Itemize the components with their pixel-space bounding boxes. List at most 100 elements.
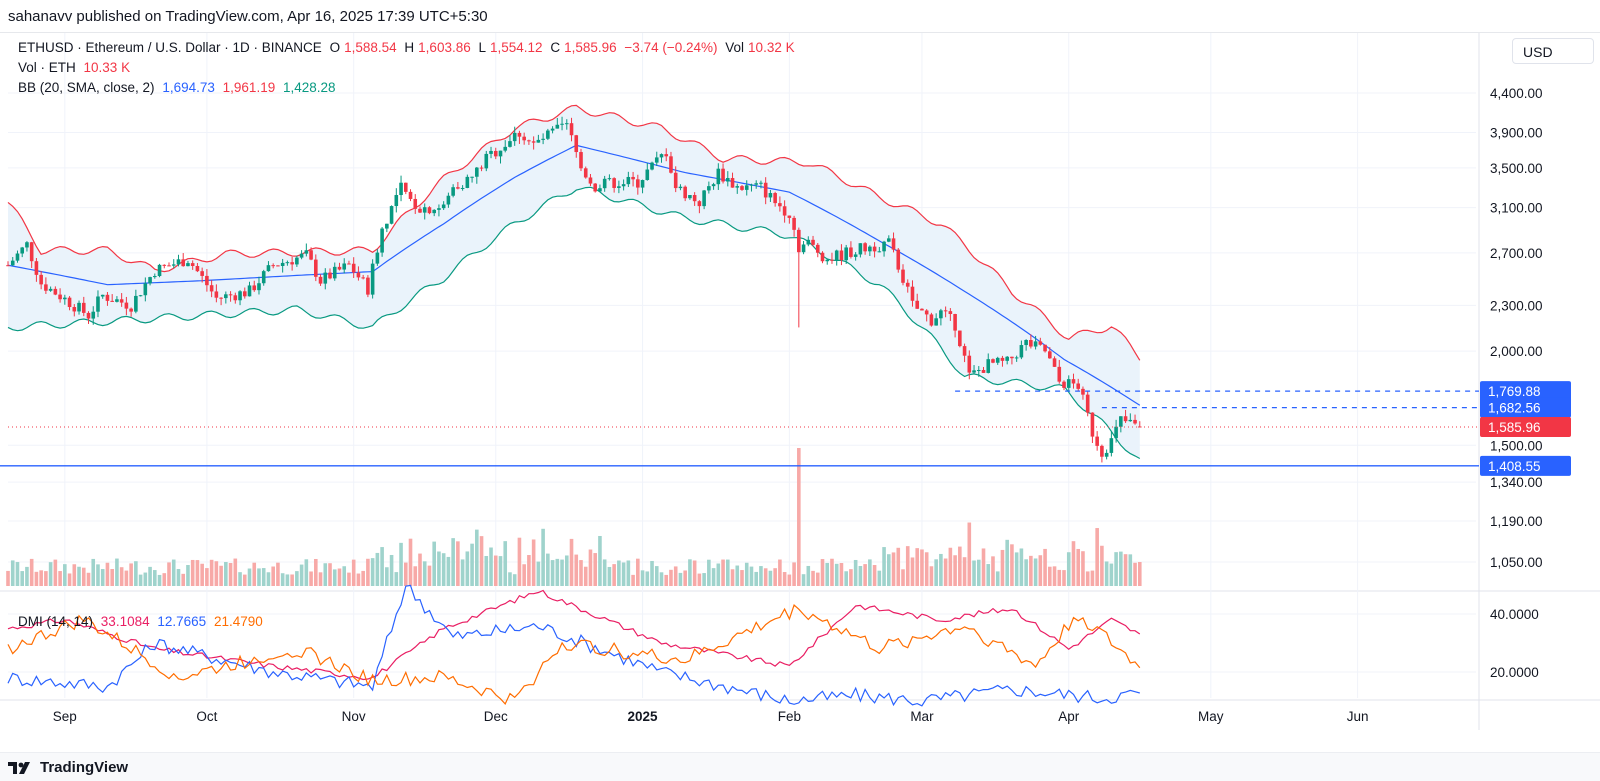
bollinger-upper-line [7, 104, 1141, 361]
volume-bar [394, 572, 399, 586]
candle-body [29, 242, 34, 262]
volume-bar [34, 571, 39, 586]
candle-body [1119, 416, 1123, 427]
last-price-label: 1,585.96 [1488, 420, 1541, 435]
candle-body [209, 285, 214, 292]
candle-body [195, 265, 200, 272]
volume-bar [664, 574, 669, 586]
volume-bar [266, 572, 271, 586]
candle-body [228, 294, 233, 296]
volume-bar [318, 572, 323, 586]
volume-bar [654, 566, 659, 586]
candle-body [394, 195, 399, 207]
candle-body [759, 182, 763, 184]
candle-body [200, 271, 204, 276]
candle-body [276, 265, 280, 267]
volume-bar [72, 564, 77, 586]
price-chart[interactable]: Sep Oct Nov Dec 2025 Feb Mar Apr May Jun 1,769.88 1… [0, 0, 1600, 752]
volume-bar [470, 543, 474, 586]
volume-bar [891, 552, 896, 586]
dmi-label: DMI (14, 14) [18, 614, 94, 629]
candle-body [342, 263, 347, 270]
volume-bar [115, 558, 119, 586]
candle-body [891, 238, 896, 250]
volume-bar [636, 558, 640, 586]
bollinger-lower-line [7, 186, 1141, 460]
volume-bar [1137, 561, 1142, 586]
candle-body [645, 169, 650, 181]
publisher-text: sahanavv published on TradingView.com, A… [8, 8, 488, 25]
volume-bar [948, 547, 953, 586]
candle-body [508, 141, 512, 147]
volume-bar [342, 566, 347, 586]
candle-body [688, 195, 692, 199]
candle-body [115, 299, 119, 302]
volume-bar [645, 571, 650, 586]
candle-body [53, 288, 58, 295]
volume-bar [1076, 548, 1081, 586]
volume-bar [1062, 570, 1066, 586]
volume-bar [1114, 552, 1118, 586]
bb-lower-value: 1,428.28 [282, 80, 336, 95]
volume-bar [659, 572, 664, 586]
price-level-label: 1,769.88 [1488, 384, 1541, 399]
candle-body [479, 167, 484, 169]
candle-body [820, 252, 825, 262]
candle-body [1085, 394, 1090, 413]
price-level-label: 1,682.56 [1488, 401, 1541, 416]
volume-bar [67, 573, 72, 586]
volume-bar [498, 556, 503, 586]
volume-bar [564, 555, 569, 586]
volume-bar [48, 562, 53, 586]
candle-body [522, 136, 526, 141]
candle-body [849, 247, 853, 257]
candle-body [470, 176, 474, 178]
candle-body [981, 369, 986, 373]
candle-body [962, 346, 967, 356]
candle-body [778, 203, 782, 207]
candle-body [347, 263, 351, 265]
volume-bar [190, 559, 195, 586]
volume-bar [536, 561, 541, 586]
candle-body [697, 201, 702, 207]
candle-body [257, 283, 261, 291]
time-tick-label: Mar [910, 709, 934, 724]
tradingview-logo-icon [8, 761, 30, 774]
tradingview-logo[interactable]: TradingView [8, 759, 128, 776]
candle-body [67, 297, 72, 308]
volume-bar [527, 555, 531, 586]
candle-body [768, 193, 773, 198]
volume-bar [456, 541, 460, 586]
candle-body [153, 276, 157, 278]
price-tick-label: 4,400.00 [1490, 86, 1543, 101]
time-tick-label: Jun [1347, 709, 1369, 724]
vol-eth-label: Vol · ETH [18, 60, 76, 75]
low-value: 1,554.12 [490, 40, 543, 55]
volume-bar [811, 570, 815, 586]
volume-bar [1033, 558, 1038, 586]
candle-body [63, 297, 67, 300]
publisher-bar: sahanavv published on TradingView.com, A… [0, 0, 1600, 33]
volume-bar [366, 558, 370, 586]
candle-body [621, 184, 626, 187]
candle-body [754, 183, 759, 185]
volume-bar [280, 573, 285, 586]
volume-bar [195, 560, 200, 586]
volume-bar [849, 569, 853, 586]
candle-body [877, 251, 882, 253]
volume-bar [1071, 541, 1076, 586]
candle-body [588, 177, 593, 184]
volume-bar [148, 566, 152, 586]
candle-body [124, 302, 129, 309]
volume-bar [276, 562, 280, 586]
volume-bar [451, 538, 455, 586]
volume-bar [915, 548, 920, 586]
candle-body [1048, 351, 1052, 359]
volume-bar [650, 560, 654, 586]
currency-button[interactable]: USD [1512, 38, 1594, 64]
volume-bar [669, 569, 673, 586]
candle-body [432, 209, 436, 214]
volume-bar [77, 566, 81, 586]
price-tick-label: 2,700.00 [1490, 246, 1543, 261]
volume-bar [413, 566, 418, 586]
